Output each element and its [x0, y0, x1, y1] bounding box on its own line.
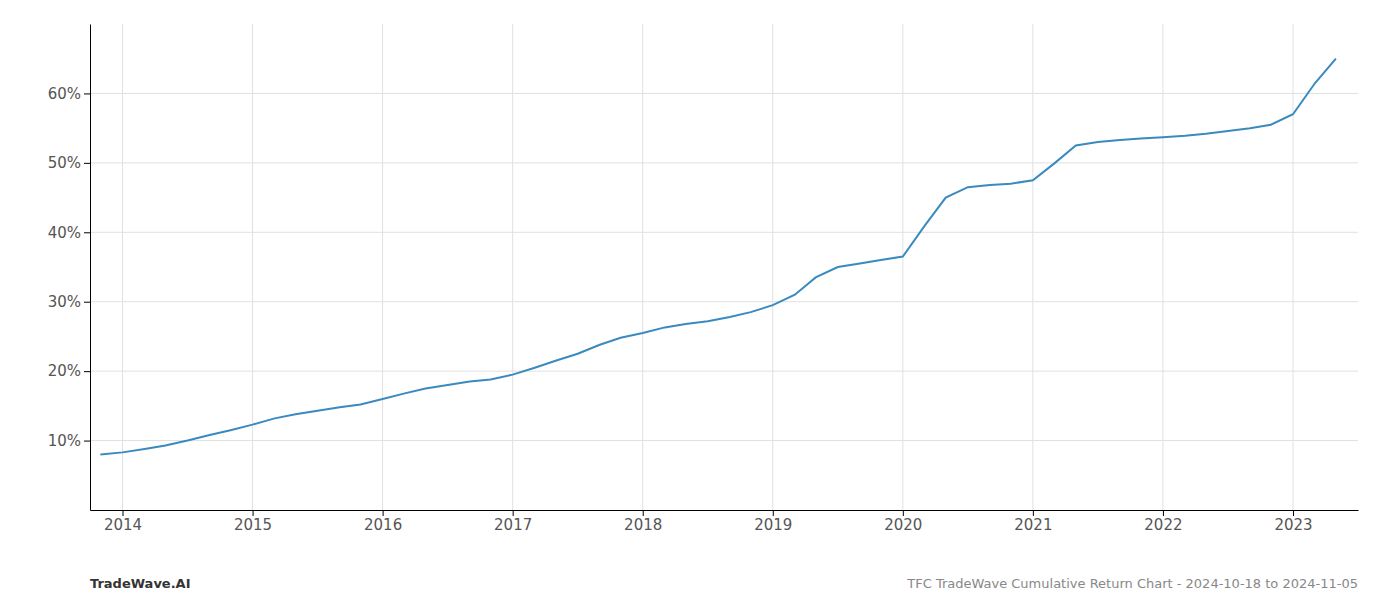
tick: 2020 [884, 510, 922, 534]
tick-label: 10% [48, 432, 81, 450]
grid-line-y [90, 371, 1358, 372]
tick-mark [84, 441, 90, 442]
grid-line-x [772, 24, 773, 510]
grid-line-y [90, 93, 1358, 94]
tick: 20% [48, 362, 90, 380]
tick-label: 2016 [364, 516, 402, 534]
tick-label: 2017 [494, 516, 532, 534]
tick-label: 2018 [624, 516, 662, 534]
plot: 2014 2015 2016 2017 2018 2019 2020 2021 2022 2023… [48, 24, 1359, 534]
grid-line-y [90, 232, 1358, 233]
tick-mark [84, 163, 90, 164]
tick-mark [84, 93, 90, 94]
grid-line-x [642, 24, 643, 510]
tick-mark [84, 371, 90, 372]
tick-label: 60% [48, 85, 81, 103]
tick-label: 50% [48, 154, 81, 172]
y-axis: 10% 20% 30% 40% 50% 60% [48, 25, 91, 511]
tick-label: 30% [48, 293, 81, 311]
annotation: TFC TradeWave Cumulative Return Chart - … [906, 576, 1358, 591]
footer: TradeWave.AI TFC TradeWave Cumulative Ret… [90, 576, 1358, 591]
tick: 2017 [494, 510, 532, 534]
chart: 2014 2015 2016 2017 2018 2019 2020 2021 2022 2023… [0, 0, 1400, 600]
marks [100, 59, 1335, 455]
grid-line-x [1162, 24, 1163, 510]
tick-label: 20% [48, 362, 81, 380]
grid-line-x [252, 24, 253, 510]
grid-line-y [90, 162, 1358, 163]
grid-line-x [122, 24, 123, 510]
tick-label: 2022 [1144, 516, 1182, 534]
grid-line-x [1292, 24, 1293, 510]
line [100, 59, 1335, 455]
tick: 2023 [1274, 510, 1312, 534]
chart-container: 2014 2015 2016 2017 2018 2019 2020 2021 2022 2023… [0, 0, 1400, 600]
tick-label: 40% [48, 224, 81, 242]
tick-label: 2015 [234, 516, 272, 534]
annotation: TradeWave.AI [90, 576, 191, 591]
tick: 60% [48, 85, 90, 103]
tick: 2022 [1144, 510, 1182, 534]
grid-line-y [90, 440, 1358, 441]
tick: 2016 [364, 510, 402, 534]
tick-mark [84, 232, 90, 233]
grid-line-x [382, 24, 383, 510]
tick-label: 2023 [1274, 516, 1312, 534]
x-axis: 2014 2015 2016 2017 2018 2019 2020 2021 2022 2023 [91, 510, 1359, 534]
grid-line-x [512, 24, 513, 510]
tick: 2015 [234, 510, 272, 534]
tick: 2021 [1014, 510, 1052, 534]
tick: 10% [48, 432, 90, 450]
tick-label: 2014 [104, 516, 142, 534]
axis-line [91, 510, 1359, 511]
tick: 40% [48, 224, 90, 242]
grid-line-x [1032, 24, 1033, 510]
tick-label: 2020 [884, 516, 922, 534]
grid-line-x [902, 24, 903, 510]
tick: 30% [48, 293, 90, 311]
tick-label: 2021 [1014, 516, 1052, 534]
tick-label: 2019 [754, 516, 792, 534]
grid [90, 24, 1358, 510]
tick: 2018 [624, 510, 662, 534]
tick-mark [84, 302, 90, 303]
axis-line [90, 25, 91, 511]
tick: 2014 [104, 510, 142, 534]
grid-line-y [90, 301, 1358, 302]
tick: 50% [48, 154, 90, 172]
tick: 2019 [754, 510, 792, 534]
